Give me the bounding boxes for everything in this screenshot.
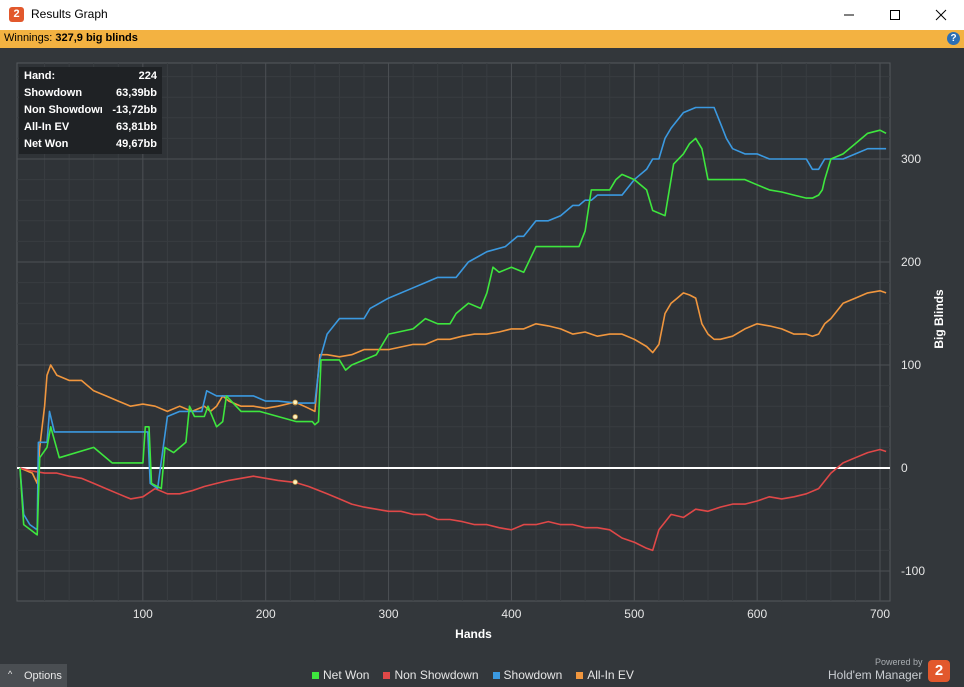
legend-swatch (383, 671, 391, 679)
window-title: Results Graph (31, 7, 108, 21)
series-line-all-in-ev (19, 290, 887, 485)
x-tick-label: 500 (624, 607, 644, 621)
y-tick-label: 0 (901, 461, 908, 475)
chart-legend: Net Won Non Showdown Showdown All-In EV (312, 668, 634, 682)
hm2-logo-icon: 2 (928, 660, 950, 682)
winnings-bar: Winnings: 327,9 big blinds ? (0, 30, 964, 48)
legend-item-showdown[interactable]: Showdown (492, 668, 563, 682)
brand-name: Hold'em Manager (828, 668, 923, 682)
series-line-net-won (19, 129, 887, 536)
tooltip-row-non-showdown: Non Showdown -13,72bb (24, 104, 157, 116)
powered-by-text: Powered by (875, 657, 923, 667)
tooltip-row-net-won: Net Won 49,67bb (24, 138, 157, 150)
tooltip-row-all-in-ev: All-In EV 63,81bb (24, 121, 157, 133)
legend-swatch (576, 671, 584, 679)
close-icon[interactable] (918, 0, 964, 30)
hand-tooltip: Hand: 224 Showdown 63,39bb Non Showdown -13… (19, 67, 162, 154)
winnings-summary: Winnings: 327,9 big blinds (4, 32, 138, 44)
tooltip-row-showdown: Showdown 63,39bb (24, 87, 157, 99)
x-tick-label: 700 (870, 607, 890, 621)
brand-badge: Powered by Hold'em Manager 2 (824, 655, 954, 685)
legend-label: All-In EV (587, 668, 634, 682)
chevron-up-icon: ^ (8, 669, 13, 679)
legend-item-all-in-ev[interactable]: All-In EV (576, 668, 634, 682)
x-tick-label: 100 (133, 607, 153, 621)
hover-marker (292, 479, 298, 485)
series-line-non-showdown (19, 448, 887, 552)
options-button[interactable]: ^ Options (0, 664, 67, 687)
tooltip-row-hand: Hand: 224 (24, 70, 157, 82)
x-axis-title: Hands (455, 627, 492, 641)
legend-swatch (312, 671, 319, 679)
legend-item-net-won[interactable]: Net Won (312, 668, 369, 682)
app-logo-icon: 2 (9, 7, 24, 22)
y-tick-label: -100 (901, 564, 925, 578)
legend-label: Non Showdown (394, 668, 479, 682)
maximize-icon[interactable] (872, 0, 918, 30)
hover-marker (292, 414, 298, 420)
plot-area (16, 62, 891, 602)
x-tick-label: 400 (501, 607, 521, 621)
legend-label: Net Won (323, 668, 370, 682)
legend-label: Showdown (503, 668, 563, 682)
winnings-value: 327,9 big blinds (55, 32, 138, 44)
winnings-label: Winnings: (4, 32, 53, 44)
minimize-icon[interactable] (826, 0, 872, 30)
y-tick-label: 300 (901, 152, 921, 166)
hover-marker (292, 399, 298, 405)
y-tick-label: 100 (901, 358, 921, 372)
x-tick-label: 200 (256, 607, 276, 621)
y-axis-title: Big Blinds (932, 289, 946, 349)
legend-swatch (492, 671, 500, 679)
legend-item-non-showdown[interactable]: Non Showdown (383, 668, 479, 682)
y-tick-label: 200 (901, 255, 921, 269)
series-line-showdown (19, 106, 887, 531)
options-label: Options (24, 670, 62, 682)
x-tick-label: 600 (747, 607, 767, 621)
help-icon[interactable]: ? (947, 32, 960, 45)
title-bar: 2 Results Graph (0, 0, 964, 30)
x-tick-label: 300 (379, 607, 399, 621)
results-graph[interactable]: 100 200 300 400 500 600 700 -100 0 100 200 300 Hands… (0, 48, 964, 664)
